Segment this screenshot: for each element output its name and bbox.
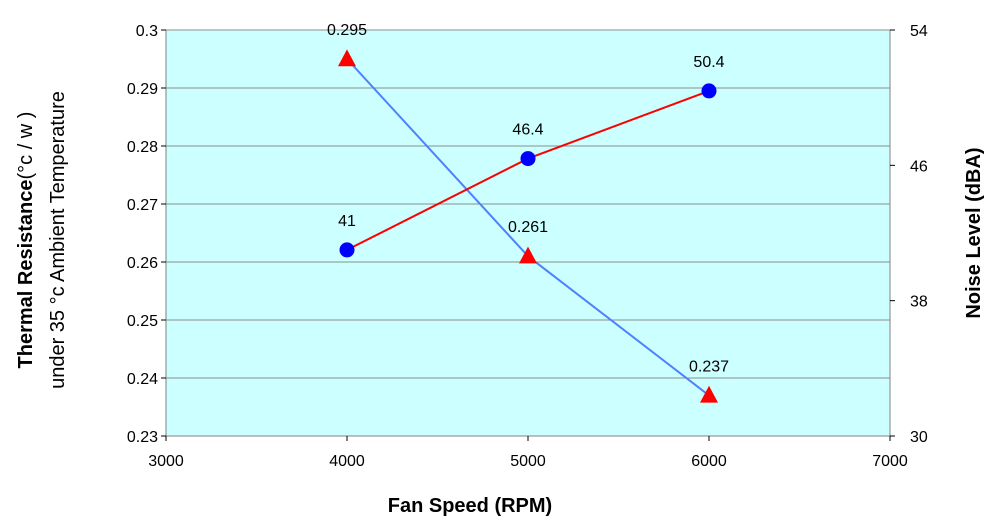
- y-left-axis-ticks: 0.23 0.24 0.25 0.26 0.27 0.28 0.29 0.3: [127, 23, 166, 446]
- series-2-data-label: 41: [338, 213, 356, 230]
- series-1-triangle-marker: [519, 246, 537, 264]
- y-left-tick-label: 0.3: [136, 23, 158, 40]
- series-1-data-label: 0.295: [327, 22, 367, 39]
- series-layer: 0.295 0.261 0.237 41 46.4 50.4: [327, 22, 729, 403]
- y-left-tick-label: 0.28: [127, 139, 158, 156]
- series-1-data-label: 0.261: [508, 219, 548, 236]
- plot-area: [165, 29, 891, 437]
- series-2-circle-marker: [701, 83, 717, 99]
- y-right-tick-label: 30: [910, 429, 928, 446]
- x-tick-label: 7000: [872, 453, 908, 470]
- y-left-tick-label: 0.29: [127, 81, 158, 98]
- series-1-triangle-marker: [338, 49, 356, 67]
- x-tick-label: 3000: [148, 453, 184, 470]
- x-axis-title: Fan Speed (RPM): [388, 495, 552, 517]
- series-1-data-label: 0.237: [689, 358, 729, 375]
- y-right-axis-ticks: 30 38 46 54: [890, 23, 928, 446]
- y-right-tick-label: 38: [910, 294, 928, 311]
- series-2-data-label: 50.4: [693, 54, 724, 71]
- x-tick-label: 6000: [691, 453, 727, 470]
- series-1-triangle-marker: [700, 385, 718, 403]
- y-right-tick-label: 54: [910, 23, 928, 40]
- gridlines: [166, 29, 890, 379]
- series-2-circle-marker: [520, 151, 536, 167]
- x-tick-label: 4000: [329, 453, 365, 470]
- series-2-circle-marker: [339, 242, 355, 258]
- y-left-tick-label: 0.25: [127, 313, 158, 330]
- y-right-tick-label: 46: [910, 158, 928, 175]
- x-tick-label: 5000: [510, 453, 546, 470]
- y-left-tick-label: 0.27: [127, 197, 158, 214]
- y-left-tick-label: 0.24: [127, 371, 158, 388]
- x-axis-ticks: 3000 4000 5000 6000 7000: [148, 436, 908, 470]
- y-left-tick-label: 0.26: [127, 255, 158, 272]
- y-left-tick-label: 0.23: [127, 429, 158, 446]
- y-left-title-unit: (°c / w ): [15, 112, 37, 180]
- y-left-axis-title: Thermal Resistance(°c / w ): [15, 112, 37, 369]
- y-left-axis-subtitle: under 35 °c Ambient Temperature: [47, 91, 69, 389]
- y-left-title-bold: Thermal Resistance: [15, 180, 37, 369]
- y-right-axis-title: Noise Level (dBA): [963, 147, 985, 318]
- series-2-data-label: 46.4: [512, 122, 543, 139]
